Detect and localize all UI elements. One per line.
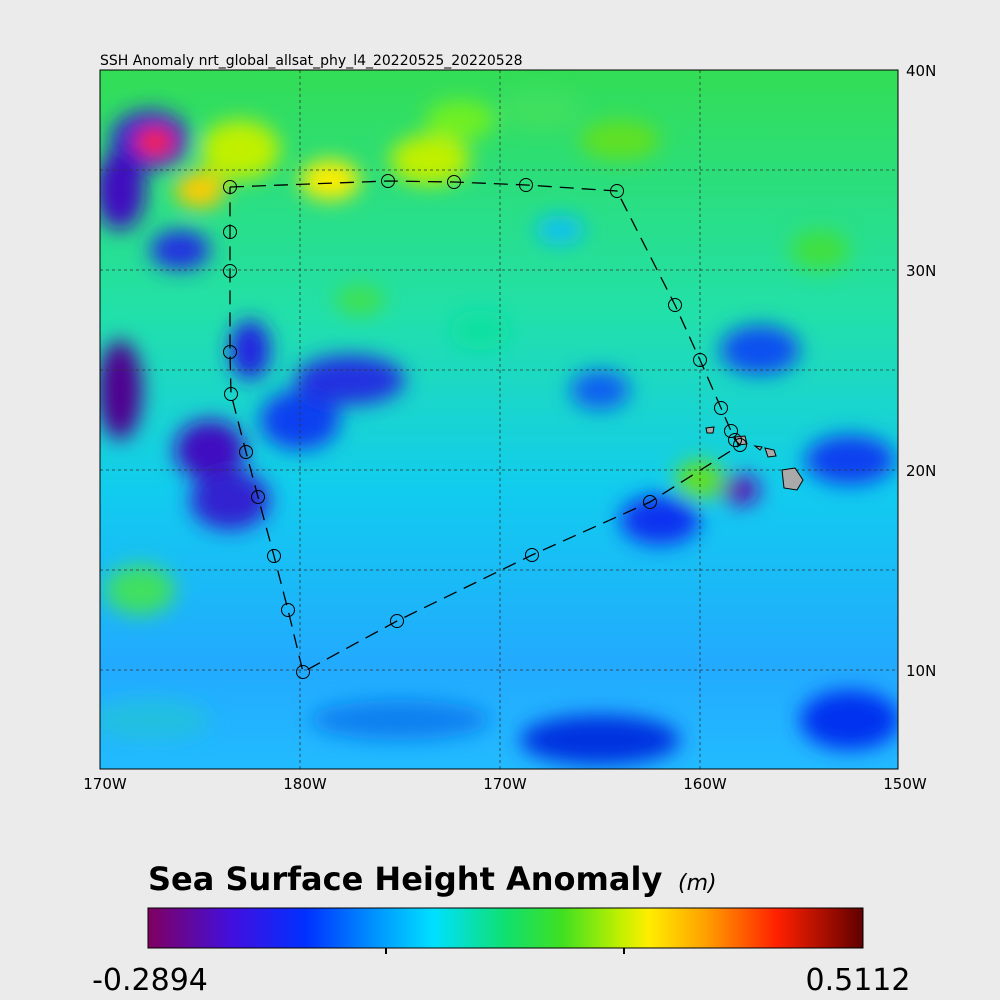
waypoint bbox=[224, 387, 238, 401]
y-tick-label: 30N bbox=[906, 262, 936, 280]
anomaly-blob bbox=[720, 325, 800, 375]
anomaly-blob bbox=[100, 150, 145, 230]
island bbox=[705, 426, 715, 434]
anomaly-blob bbox=[720, 475, 760, 505]
waypoint bbox=[668, 298, 682, 312]
anomaly-blob bbox=[390, 135, 470, 185]
track-line bbox=[229, 180, 742, 673]
anomaly-blob bbox=[295, 355, 405, 405]
waypoint bbox=[251, 490, 265, 504]
anomaly-blob bbox=[800, 690, 898, 750]
ssh-field bbox=[100, 70, 898, 769]
waypoint bbox=[693, 353, 707, 367]
colorbar-unit: (m) bbox=[678, 871, 717, 896]
y-tick-label: 10N bbox=[906, 662, 936, 680]
colorbar-title: Sea Surface Height Anomaly bbox=[148, 860, 662, 898]
anomaly-blob bbox=[230, 320, 270, 380]
anomaly-blob bbox=[450, 310, 510, 350]
island bbox=[753, 445, 763, 451]
anomaly-blob bbox=[150, 230, 210, 270]
anomaly-blob bbox=[580, 120, 660, 160]
waypoint bbox=[223, 225, 237, 239]
waypoint bbox=[733, 438, 747, 452]
waypoint bbox=[728, 433, 742, 447]
waypoint bbox=[525, 548, 539, 562]
anomaly-blob bbox=[620, 495, 700, 545]
waypoint bbox=[239, 445, 253, 459]
waypoint bbox=[296, 665, 310, 679]
anomaly-blob bbox=[190, 470, 270, 530]
waypoint bbox=[223, 264, 237, 278]
anomaly-blob bbox=[570, 370, 630, 410]
waypoint bbox=[281, 603, 295, 617]
anomaly-blob bbox=[100, 340, 142, 440]
y-tick-label: 40N bbox=[906, 62, 936, 80]
waypoint bbox=[223, 180, 237, 194]
colorbar bbox=[147, 907, 864, 949]
anomaly-blob bbox=[805, 435, 895, 485]
anomaly-blob bbox=[175, 172, 225, 208]
anomaly-blob bbox=[425, 100, 495, 140]
waypoint bbox=[714, 401, 728, 415]
anomaly-blob bbox=[535, 215, 585, 245]
plot-frame bbox=[99, 69, 899, 770]
waypoint bbox=[519, 178, 533, 192]
waypoint bbox=[390, 614, 404, 628]
colorbar-max-label: 0.5112 bbox=[806, 963, 911, 998]
anomaly-blob bbox=[790, 230, 850, 270]
y-tick-label: 20N bbox=[906, 462, 936, 480]
anomaly-blob bbox=[175, 420, 245, 480]
x-tick-label: 170W bbox=[83, 775, 127, 793]
axis-labels: 170W 180W 170W 160W 150W 40N 30N 20N 10N bbox=[83, 62, 936, 793]
anomaly-blob bbox=[135, 128, 175, 156]
x-tick-label: 160W bbox=[683, 775, 727, 793]
graticule bbox=[100, 70, 898, 769]
anomaly-blob bbox=[310, 700, 490, 740]
waypoint bbox=[381, 174, 395, 188]
flight-track bbox=[223, 174, 747, 679]
waypoint bbox=[724, 424, 738, 438]
island bbox=[764, 447, 777, 458]
x-tick-label: 150W bbox=[883, 775, 927, 793]
island bbox=[781, 467, 804, 491]
anomaly-blob bbox=[100, 700, 210, 740]
x-tick-label: 180W bbox=[283, 775, 327, 793]
anomaly-blobs bbox=[100, 90, 898, 765]
waypoint bbox=[643, 495, 657, 509]
waypoint bbox=[610, 184, 624, 198]
colorbar-min-label: -0.2894 bbox=[92, 963, 208, 998]
map-title: SSH Anomaly nrt_global_allsat_phy_l4_202… bbox=[100, 53, 523, 69]
waypoint bbox=[223, 345, 237, 359]
waypoint bbox=[267, 549, 281, 563]
waypoint bbox=[447, 175, 461, 189]
anomaly-blob bbox=[500, 90, 580, 130]
anomaly-blob bbox=[520, 715, 680, 765]
x-tick-label: 170W bbox=[483, 775, 527, 793]
anomaly-blob bbox=[335, 285, 385, 315]
anomaly-blob bbox=[300, 160, 360, 200]
anomaly-blob bbox=[105, 565, 175, 615]
anomaly-blob bbox=[200, 120, 280, 180]
